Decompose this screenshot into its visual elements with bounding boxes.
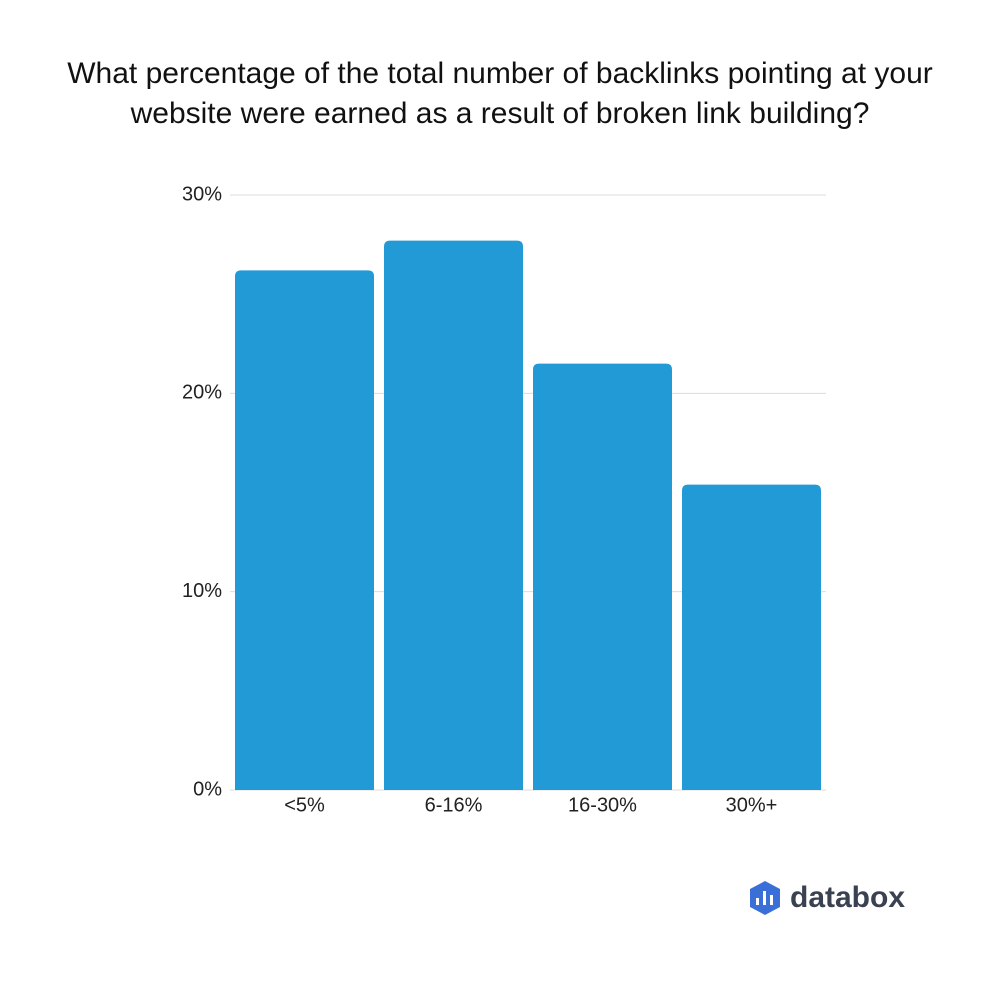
bar: [533, 363, 672, 790]
logo-text: databox: [790, 881, 905, 914]
logo-icon: [750, 881, 780, 915]
x-tick-label: 16-30%: [568, 794, 637, 816]
x-tick-label: <5%: [284, 794, 325, 816]
x-tick-label: 6-16%: [425, 794, 483, 816]
y-tick-label: 10%: [182, 580, 222, 602]
chart-title: What percentage of the total number of b…: [67, 57, 933, 130]
y-tick-label: 0%: [193, 778, 222, 800]
bar: [384, 240, 523, 790]
x-tick-label: 30%+: [726, 794, 778, 816]
bar: [235, 270, 374, 790]
y-tick-label: 30%: [182, 183, 222, 205]
y-tick-label: 20%: [182, 382, 222, 404]
bar: [682, 484, 821, 790]
